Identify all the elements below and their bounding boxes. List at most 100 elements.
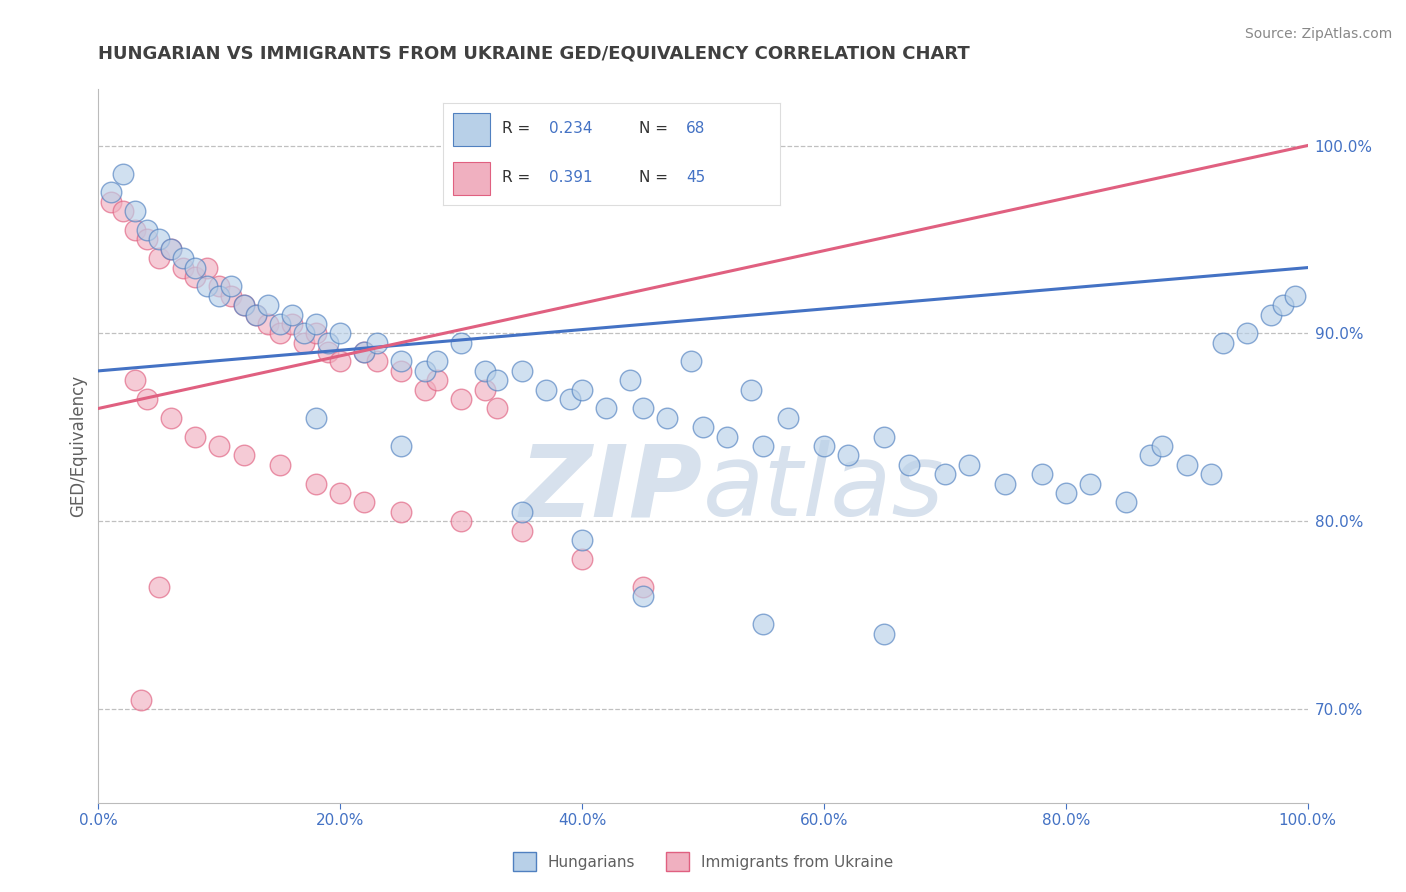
Text: 0.391: 0.391	[550, 170, 593, 186]
Point	[135, 392, 157, 406]
Point	[148, 580, 170, 594]
Point	[100, 186, 122, 200]
Text: Source: ZipAtlas.com: Source: ZipAtlas.com	[1244, 27, 1392, 41]
Point	[692, 420, 714, 434]
Point	[195, 260, 218, 275]
Point	[366, 354, 388, 368]
Bar	[453, 112, 491, 145]
Point	[269, 317, 291, 331]
Point	[1199, 467, 1222, 482]
Point	[111, 167, 134, 181]
Point	[389, 505, 412, 519]
Y-axis label: GED/Equivalency: GED/Equivalency	[69, 375, 87, 517]
Point	[1175, 458, 1198, 472]
Text: 68: 68	[686, 121, 706, 136]
Point	[558, 392, 581, 406]
Point	[450, 335, 472, 350]
Legend: Hungarians, Immigrants from Ukraine: Hungarians, Immigrants from Ukraine	[506, 847, 900, 877]
Text: N =: N =	[638, 170, 672, 186]
Point	[1152, 439, 1174, 453]
Point	[426, 373, 449, 387]
Point	[208, 289, 231, 303]
Point	[486, 401, 509, 416]
Point	[934, 467, 956, 482]
Point	[631, 580, 654, 594]
Point	[124, 204, 146, 219]
Point	[353, 345, 375, 359]
Point	[172, 260, 194, 275]
Point	[148, 232, 170, 246]
Point	[752, 439, 775, 453]
Point	[631, 401, 654, 416]
Point	[631, 589, 654, 603]
Point	[1272, 298, 1295, 312]
Point	[305, 410, 328, 425]
Point	[329, 326, 352, 341]
Point	[619, 373, 641, 387]
Point	[655, 410, 678, 425]
Point	[232, 298, 254, 312]
Text: HUNGARIAN VS IMMIGRANTS FROM UKRAINE GED/EQUIVALENCY CORRELATION CHART: HUNGARIAN VS IMMIGRANTS FROM UKRAINE GED…	[98, 45, 970, 62]
Point	[1115, 495, 1137, 509]
Point	[413, 364, 436, 378]
Point	[837, 449, 859, 463]
Text: R =: R =	[502, 121, 536, 136]
Point	[256, 317, 278, 331]
Point	[571, 533, 593, 547]
Point	[232, 449, 254, 463]
Point	[281, 308, 304, 322]
Point	[426, 354, 449, 368]
Point	[994, 476, 1017, 491]
Text: R =: R =	[502, 170, 536, 186]
Point	[353, 495, 375, 509]
Point	[366, 335, 388, 350]
Point	[873, 429, 896, 443]
Point	[1031, 467, 1053, 482]
Text: ZIP: ZIP	[520, 441, 703, 537]
Point	[100, 194, 122, 209]
Point	[269, 458, 291, 472]
Point	[413, 383, 436, 397]
Point	[571, 383, 593, 397]
Point	[329, 354, 352, 368]
Point	[353, 345, 375, 359]
Bar	[453, 162, 491, 194]
Point	[813, 439, 835, 453]
Point	[292, 335, 315, 350]
Point	[1139, 449, 1161, 463]
Point	[679, 354, 702, 368]
Point	[232, 298, 254, 312]
Point	[752, 617, 775, 632]
Point	[474, 383, 496, 397]
Point	[160, 242, 183, 256]
Point	[716, 429, 738, 443]
Point	[510, 364, 533, 378]
Point	[221, 279, 243, 293]
Point	[486, 373, 509, 387]
Point	[256, 298, 278, 312]
Text: N =: N =	[638, 121, 672, 136]
Point	[124, 223, 146, 237]
Point	[160, 242, 183, 256]
Point	[135, 232, 157, 246]
Point	[873, 627, 896, 641]
Point	[1078, 476, 1101, 491]
Point	[316, 335, 339, 350]
Text: atlas: atlas	[703, 441, 945, 537]
Point	[245, 308, 267, 322]
Point	[184, 429, 207, 443]
Point	[316, 345, 339, 359]
Point	[571, 551, 593, 566]
Point	[111, 204, 134, 219]
Point	[1260, 308, 1282, 322]
Point	[389, 364, 412, 378]
Point	[1284, 289, 1306, 303]
Point	[135, 223, 157, 237]
Point	[124, 373, 146, 387]
Point	[897, 458, 920, 472]
Text: 45: 45	[686, 170, 704, 186]
Point	[1212, 335, 1234, 350]
Point	[510, 524, 533, 538]
Text: 0.234: 0.234	[550, 121, 593, 136]
Point	[208, 279, 231, 293]
